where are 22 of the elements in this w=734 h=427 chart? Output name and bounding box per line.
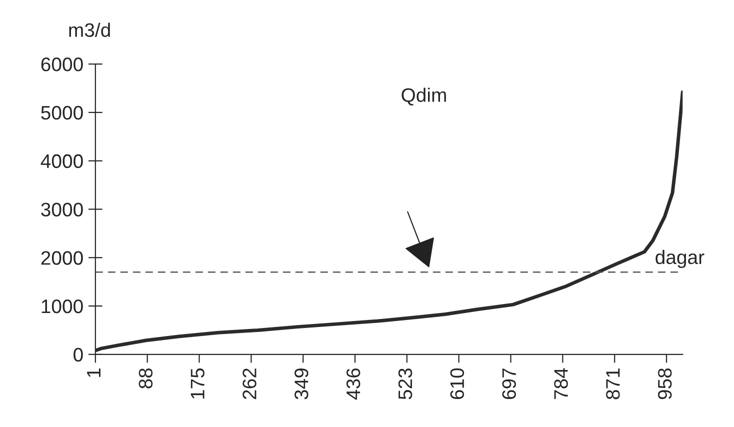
y-tick-label: 2000 xyxy=(41,251,83,265)
x-tick-label: 958 xyxy=(658,368,672,400)
y-axis-title: m3/d xyxy=(69,22,110,37)
x-tick-label: 175 xyxy=(190,368,204,399)
x-tick-label: 1 xyxy=(87,368,100,377)
y-tick-label: 1000 xyxy=(42,299,83,314)
x-tick-label: 88 xyxy=(138,368,153,388)
x-tick-label: 697 xyxy=(502,368,516,400)
annotation: Qdim xyxy=(402,88,446,106)
y-tick-label: 5000 xyxy=(41,106,83,120)
y-tick-label: 4000 xyxy=(40,154,83,168)
x-tick-label: 436 xyxy=(346,368,360,400)
y-tick-label: 0 xyxy=(74,348,83,362)
x-tick-label: 784 xyxy=(554,368,568,400)
x-tick-label: 871 xyxy=(606,368,620,400)
x-axis-title: dagar xyxy=(656,250,704,268)
x-tick-label: 349 xyxy=(294,368,308,400)
y-tick-label: 3000 xyxy=(41,202,83,216)
x-tick-label: 523 xyxy=(398,368,412,400)
y-tick-label: 6000 xyxy=(41,58,83,72)
x-tick-label: 610 xyxy=(450,368,464,400)
x-tick-label: 262 xyxy=(242,368,256,400)
